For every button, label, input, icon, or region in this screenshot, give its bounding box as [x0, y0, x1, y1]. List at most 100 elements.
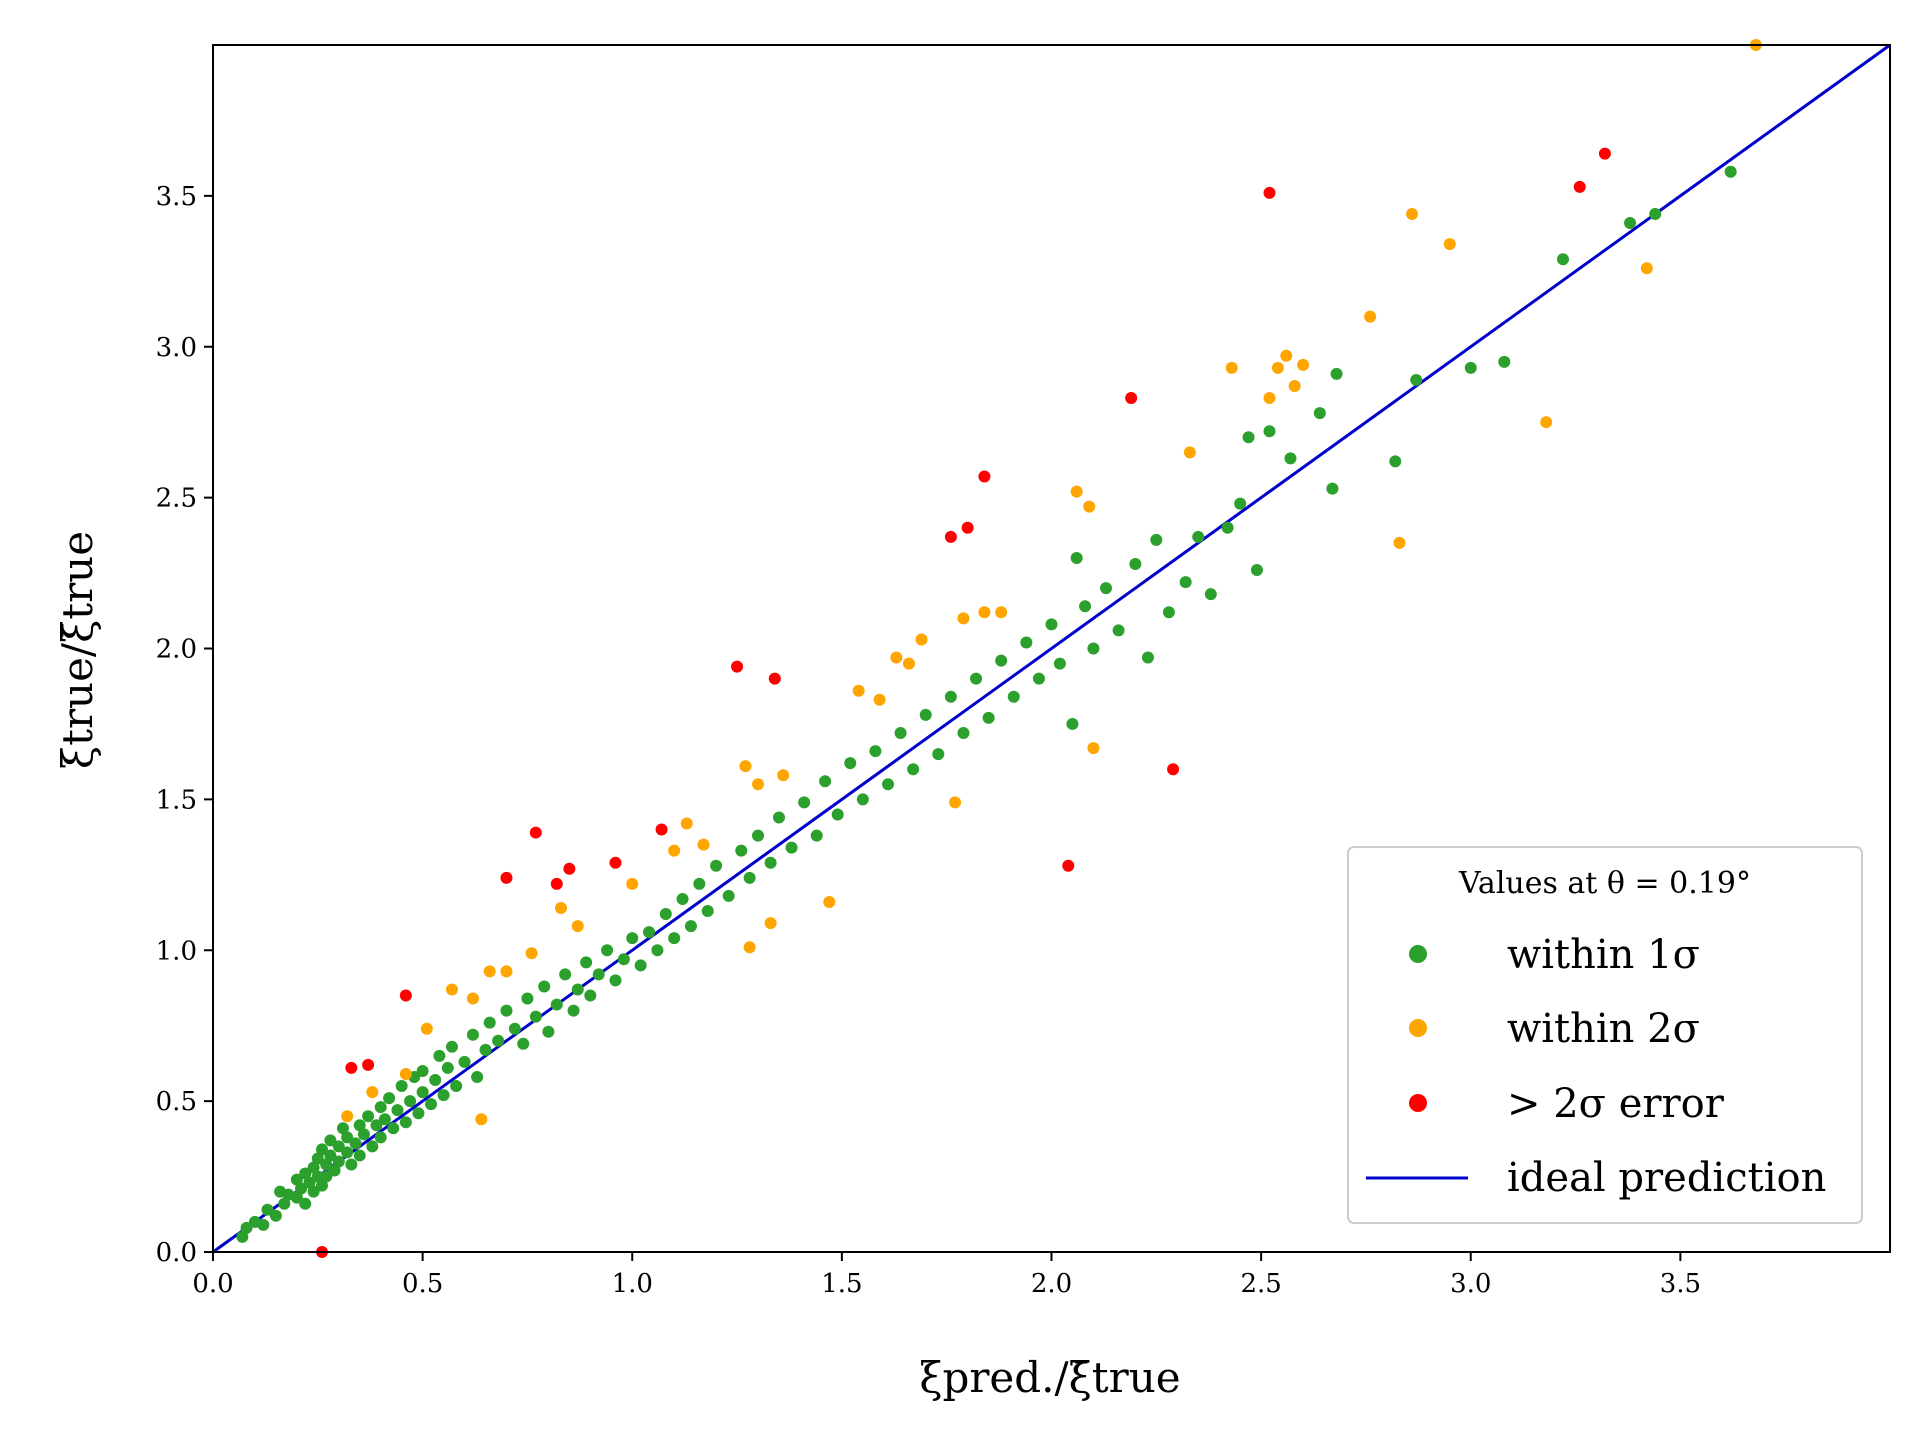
point-beyond-2sigma — [399, 989, 412, 1002]
point-within-1sigma — [1141, 651, 1154, 664]
point-within-1sigma — [500, 1004, 513, 1017]
point-within-1sigma — [492, 1034, 505, 1047]
point-within-1sigma — [1045, 618, 1058, 631]
point-within-1sigma — [383, 1092, 396, 1105]
point-beyond-2sigma — [768, 672, 781, 685]
point-within-1sigma — [433, 1049, 446, 1062]
point-within-1sigma — [441, 1061, 454, 1074]
point-within-2sigma — [1280, 349, 1293, 362]
point-within-1sigma — [307, 1161, 320, 1174]
point-within-1sigma — [1556, 253, 1569, 266]
point-within-1sigma — [831, 808, 844, 821]
point-within-1sigma — [290, 1191, 303, 1204]
point-within-1sigma — [1464, 361, 1477, 374]
point-within-2sigma — [1288, 379, 1301, 392]
point-within-1sigma — [944, 690, 957, 703]
point-within-2sigma — [852, 684, 865, 697]
point-within-2sigma — [668, 844, 681, 857]
point-within-1sigma — [357, 1128, 370, 1141]
point-within-2sigma — [1364, 310, 1377, 323]
point-within-2sigma — [500, 965, 513, 978]
point-within-1sigma — [240, 1221, 253, 1234]
point-within-1sigma — [437, 1089, 450, 1102]
point-within-2sigma — [915, 633, 928, 646]
point-within-2sigma — [902, 657, 915, 670]
point-within-1sigma — [1724, 165, 1737, 178]
point-within-2sigma — [525, 947, 538, 960]
point-within-1sigma — [1313, 407, 1326, 420]
point-within-1sigma — [412, 1107, 425, 1120]
y-tick-label: 0.5 — [156, 1087, 197, 1117]
legend-marker-within-1sigma — [1409, 945, 1427, 963]
point-within-2sigma — [475, 1113, 488, 1126]
point-beyond-2sigma — [655, 823, 668, 836]
point-within-1sigma — [894, 726, 907, 739]
x-tick-label: 1.0 — [612, 1269, 653, 1299]
point-within-1sigma — [483, 1016, 496, 1029]
point-within-2sigma — [680, 817, 693, 830]
point-within-1sigma — [425, 1098, 438, 1111]
point-within-2sigma — [873, 693, 886, 706]
point-within-2sigma — [466, 992, 479, 1005]
point-within-1sigma — [391, 1104, 404, 1117]
point-within-1sigma — [617, 953, 630, 966]
point-within-1sigma — [668, 932, 681, 945]
point-beyond-2sigma — [563, 862, 576, 875]
point-beyond-2sigma — [1062, 859, 1075, 872]
point-beyond-2sigma — [345, 1061, 358, 1074]
point-within-1sigma — [856, 793, 869, 806]
point-within-1sigma — [295, 1182, 308, 1195]
point-within-1sigma — [1204, 588, 1217, 601]
point-within-1sigma — [1326, 482, 1339, 495]
point-within-1sigma — [1410, 373, 1423, 386]
point-beyond-2sigma — [1598, 147, 1611, 160]
point-within-2sigma — [1406, 207, 1419, 220]
point-within-1sigma — [353, 1119, 366, 1132]
point-within-1sigma — [290, 1173, 303, 1186]
point-within-1sigma — [580, 956, 593, 969]
point-within-2sigma — [1540, 416, 1553, 429]
point-beyond-2sigma — [1573, 180, 1586, 193]
x-tick-label: 2.5 — [1240, 1269, 1281, 1299]
point-within-1sigma — [299, 1167, 312, 1180]
point-within-1sigma — [316, 1179, 329, 1192]
point-within-1sigma — [772, 811, 785, 824]
point-within-1sigma — [1032, 672, 1045, 685]
point-within-1sigma — [819, 775, 832, 788]
point-within-1sigma — [370, 1119, 383, 1132]
point-within-2sigma — [1271, 361, 1284, 374]
point-within-1sigma — [471, 1070, 484, 1083]
point-within-2sigma — [341, 1110, 354, 1123]
point-within-1sigma — [387, 1122, 400, 1135]
point-within-1sigma — [1649, 207, 1662, 220]
point-beyond-2sigma — [1263, 186, 1276, 199]
point-within-1sigma — [710, 859, 723, 872]
legend-box — [1347, 846, 1863, 1224]
point-within-2sigma — [1640, 262, 1653, 275]
point-within-1sigma — [479, 1043, 492, 1056]
point-within-1sigma — [592, 968, 605, 981]
point-beyond-2sigma — [609, 856, 622, 869]
x-tick-label: 1.5 — [821, 1269, 862, 1299]
point-within-1sigma — [550, 998, 563, 1011]
point-beyond-2sigma — [1125, 392, 1138, 405]
point-within-1sigma — [752, 829, 765, 842]
point-within-1sigma — [1624, 217, 1637, 230]
point-within-1sigma — [341, 1146, 354, 1159]
point-beyond-2sigma — [1167, 763, 1180, 776]
point-within-1sigma — [651, 944, 664, 957]
point-within-1sigma — [609, 974, 622, 987]
legend-label-ideal-prediction: ideal prediction — [1507, 1155, 1826, 1201]
point-within-1sigma — [1112, 624, 1125, 637]
point-within-1sigma — [571, 983, 584, 996]
point-within-1sigma — [320, 1170, 333, 1183]
point-within-1sigma — [1221, 521, 1234, 534]
point-within-1sigma — [445, 1040, 458, 1053]
point-within-1sigma — [399, 1116, 412, 1129]
points-layer — [236, 39, 1762, 1258]
point-within-2sigma — [1087, 742, 1100, 755]
point-within-1sigma — [345, 1158, 358, 1171]
point-within-1sigma — [416, 1086, 429, 1099]
point-within-1sigma — [374, 1101, 387, 1114]
